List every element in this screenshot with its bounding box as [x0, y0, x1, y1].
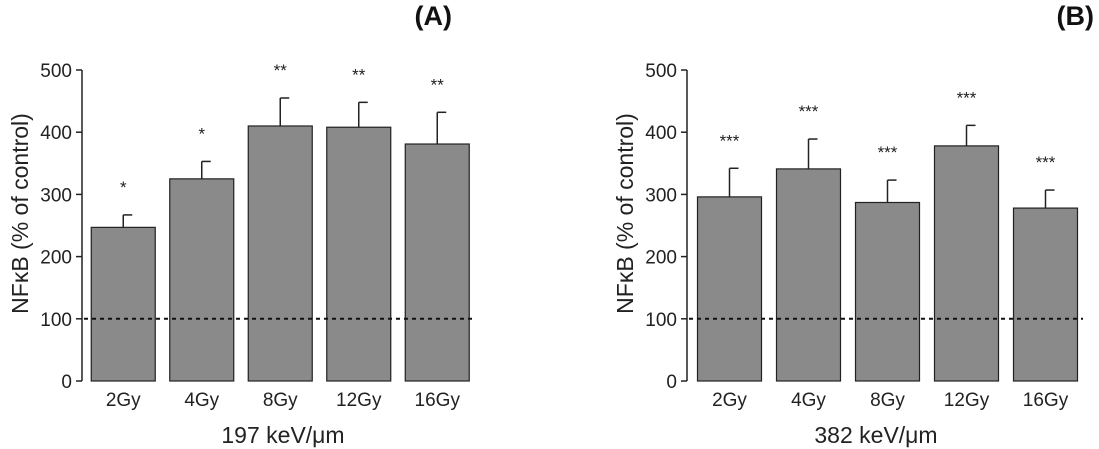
- y-axis-title: NFκB (% of control): [7, 113, 33, 314]
- bar: [854, 201, 921, 382]
- bar: [404, 143, 470, 382]
- y-tick-label: 300: [40, 185, 72, 206]
- y-tick-label: 100: [645, 310, 677, 331]
- significance-mark: *: [198, 124, 205, 143]
- significance-mark: **: [274, 61, 288, 80]
- y-tick-label: 0: [666, 372, 677, 393]
- y-tick-label: 100: [40, 310, 72, 331]
- significance-mark: ***: [1036, 153, 1056, 172]
- y-tick-label: 200: [645, 248, 677, 269]
- bar: [90, 226, 156, 382]
- bar: [247, 125, 313, 382]
- panel-a-chart: (A) 0 100 200 300 400 500 NFκB (% of control) * 2…: [7, 1, 475, 448]
- y-tick-label: 400: [40, 123, 72, 144]
- bar: [696, 196, 763, 382]
- x-tick-label: 2Gy: [712, 390, 747, 411]
- bar: [169, 178, 235, 382]
- panel-b-chart: (B) 0 100 200 300 400 500 NFκB (% of control) **…: [612, 1, 1094, 448]
- bar: [326, 126, 392, 382]
- significance-mark: **: [352, 65, 366, 84]
- x-tick-label: 12Gy: [336, 390, 382, 411]
- significance-mark: ***: [720, 131, 740, 150]
- x-tick-label: 4Gy: [184, 390, 219, 411]
- panel-label: (A): [415, 1, 452, 31]
- panel-label: (B): [1057, 1, 1094, 31]
- significance-mark: ***: [799, 102, 819, 121]
- x-tick-label: 8Gy: [263, 390, 298, 411]
- x-axis-title: 197 keV/μm: [221, 422, 344, 448]
- x-tick-label: 2Gy: [106, 390, 141, 411]
- significance-mark: ***: [957, 88, 977, 107]
- bar: [1012, 207, 1079, 382]
- x-tick-label: 16Gy: [1023, 390, 1069, 411]
- y-tick-label: 500: [645, 61, 677, 82]
- y-tick-label: 300: [645, 185, 677, 206]
- x-tick-label: 8Gy: [870, 390, 905, 411]
- bar: [933, 145, 1000, 382]
- x-axis-title: 382 keV/μm: [814, 422, 937, 448]
- y-tick-label: 0: [61, 372, 72, 393]
- bar: [775, 168, 842, 382]
- y-axis-title: NFκB (% of control): [612, 113, 638, 314]
- significance-mark: **: [431, 75, 445, 94]
- y-tick-label: 400: [645, 123, 677, 144]
- x-tick-label: 12Gy: [944, 390, 990, 411]
- significance-mark: *: [120, 178, 127, 197]
- y-tick-label: 200: [40, 248, 72, 269]
- x-tick-label: 16Gy: [415, 390, 461, 411]
- significance-mark: ***: [878, 143, 898, 162]
- x-tick-label: 4Gy: [791, 390, 826, 411]
- y-tick-label: 500: [40, 61, 72, 82]
